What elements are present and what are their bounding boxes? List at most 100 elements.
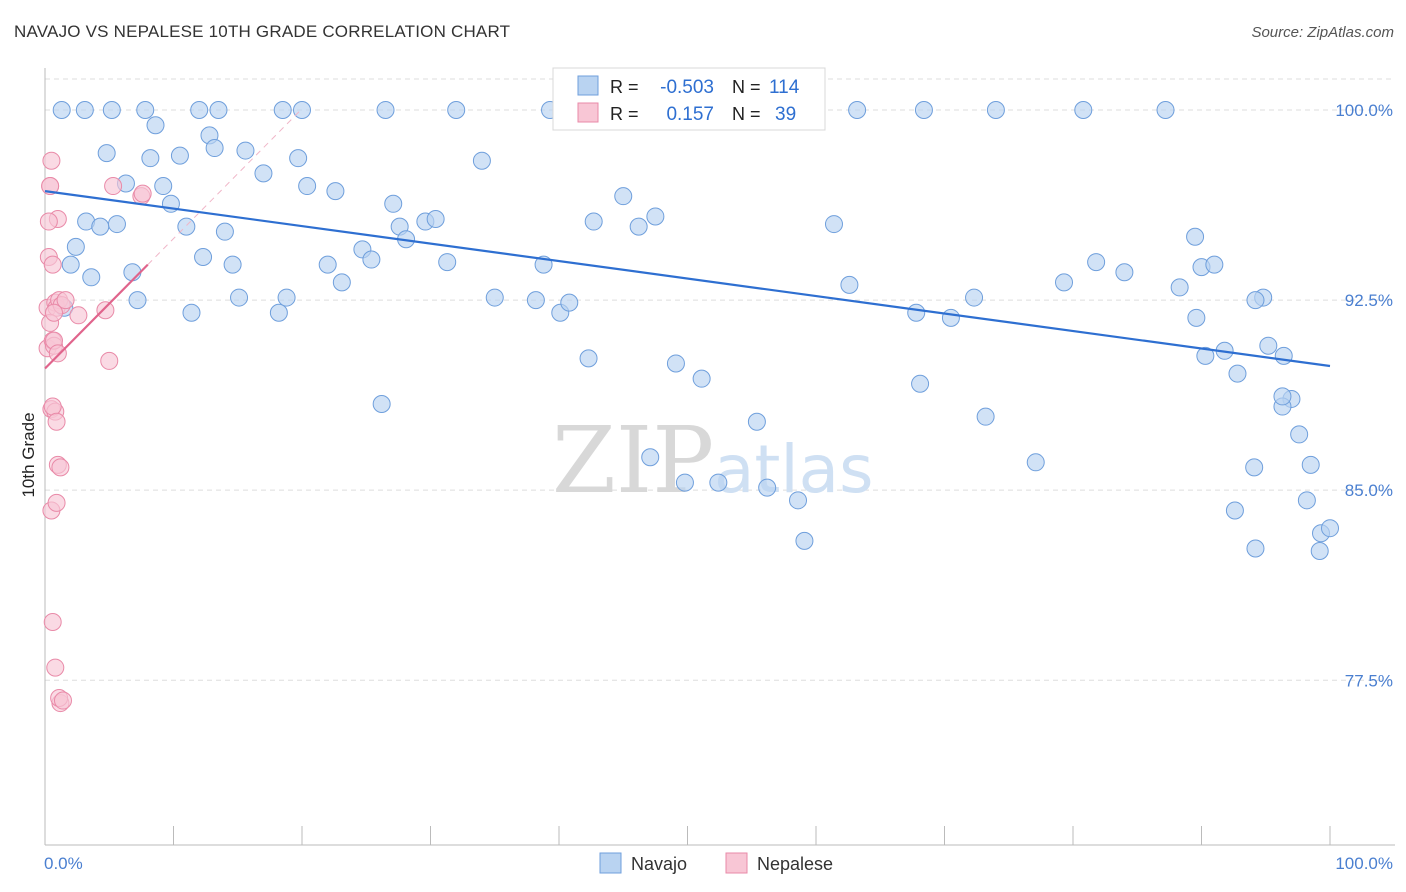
navajo-point (584, 212, 603, 231)
nepalese-point (51, 458, 70, 477)
navajo-point (128, 291, 147, 310)
navajo-point (1225, 501, 1244, 520)
navajo-point (1273, 387, 1292, 406)
nepalese-point (46, 658, 65, 677)
stats-n-value-navajo: 114 (769, 77, 800, 98)
navajo-point (1170, 278, 1189, 297)
nepalese-point (47, 412, 66, 431)
nepalese-point (43, 397, 62, 416)
navajo-point (1026, 453, 1045, 472)
stats-n-label-navajo: N = (732, 77, 761, 97)
navajo-point (426, 209, 445, 228)
navajo-point (907, 303, 926, 322)
navajo-point (154, 177, 173, 196)
navajo-point (209, 101, 228, 120)
stats-n-value-nepalese: 39 (775, 104, 796, 125)
stats-swatch-navajo (577, 75, 599, 96)
navajo-point (472, 151, 491, 170)
navajo-point (52, 101, 71, 120)
navajo-point (1246, 291, 1265, 310)
nepalese-point (53, 691, 72, 710)
navajo-point (205, 139, 224, 158)
navajo-point (1115, 263, 1134, 282)
navajo-point (332, 273, 351, 292)
navajo-point (102, 101, 121, 120)
nepalese-point (43, 255, 62, 274)
navajo-point (1196, 346, 1215, 365)
navajo-point (666, 354, 685, 373)
stats-n-label-nepalese: N = (732, 104, 761, 124)
navajo-point (177, 217, 196, 236)
navajo-point (182, 303, 201, 322)
legend-label-navajo: Navajo (631, 854, 687, 874)
navajo-point (1274, 346, 1293, 365)
nepalese-point (42, 151, 61, 170)
navajo-point (976, 407, 995, 426)
navajo-point (692, 369, 711, 388)
navajo-point (298, 177, 317, 196)
navajo-point (986, 101, 1005, 120)
nepalese-point (47, 493, 66, 512)
navajo-point (614, 187, 633, 206)
watermark: ZIP atlas (552, 407, 874, 514)
x-tick-label: 100.0% (1335, 854, 1393, 873)
navajo-point (747, 412, 766, 431)
y-tick-label: 77.5% (1345, 671, 1393, 690)
nepalese-trend-line (44, 263, 149, 370)
navajo-point (1290, 425, 1309, 444)
navajo-point (236, 141, 255, 160)
series-legend: Navajo Nepalese (599, 852, 833, 874)
navajo-point (230, 288, 249, 307)
navajo-point (190, 101, 209, 120)
stats-r-label-navajo: R = (610, 77, 639, 97)
navajo-point (146, 116, 165, 135)
navajo-point (1156, 101, 1175, 120)
navajo-point (1205, 255, 1224, 274)
navajo-point (223, 255, 242, 274)
navajo-point (61, 255, 80, 274)
navajo-point (269, 303, 288, 322)
navajo-point (170, 146, 189, 165)
nepalese-point (100, 351, 119, 370)
navajo-point (293, 101, 311, 120)
axes: 77.5% 85.0% 92.5% 100.0% 0.0% 100.0% (44, 68, 1395, 873)
stats-swatch-nepalese (577, 102, 599, 123)
navajo-point (318, 255, 337, 274)
nepalese-point (43, 612, 62, 631)
navajo-point (141, 149, 160, 168)
navajo-point (66, 237, 85, 256)
x-tick-label: 0.0% (44, 854, 83, 873)
legend-label-nepalese: Nepalese (757, 854, 833, 874)
navajo-point (438, 253, 457, 272)
chart-title: NAVAJO VS NEPALESE 10TH GRADE CORRELATIO… (14, 22, 511, 41)
navajo-point (629, 217, 648, 236)
navajo-point (758, 478, 777, 497)
navajo-point (1055, 273, 1074, 292)
trend-lines (44, 108, 1331, 370)
nepalese-point (133, 184, 152, 203)
nepalese-point (96, 301, 115, 320)
nepalese-point (104, 177, 123, 196)
nepalese-point (69, 306, 88, 325)
navajo-point (824, 215, 843, 234)
nepalese-point (56, 291, 75, 310)
nepalese-point (44, 303, 63, 322)
navajo-point (526, 291, 545, 310)
navajo-point (289, 149, 308, 168)
stats-legend: R = -0.503 N = 114 R = 0.157 N = 39 (552, 67, 826, 131)
legend-swatch-nepalese (725, 852, 748, 874)
navajo-point (941, 308, 960, 327)
navajo-point (848, 101, 867, 120)
y-tick-label: 100.0% (1335, 101, 1393, 120)
navajo-point (123, 263, 142, 282)
navajo-point (1245, 458, 1264, 477)
navajo-point (447, 101, 466, 120)
navajo-point (579, 349, 598, 368)
navajo-point (641, 448, 660, 467)
y-axis-label: 10th Grade (19, 412, 38, 497)
navajo-point (75, 101, 94, 120)
navajo-point (372, 395, 391, 414)
navajo-point (254, 164, 273, 183)
navajo-point (277, 288, 296, 307)
navajo-point (376, 101, 395, 120)
